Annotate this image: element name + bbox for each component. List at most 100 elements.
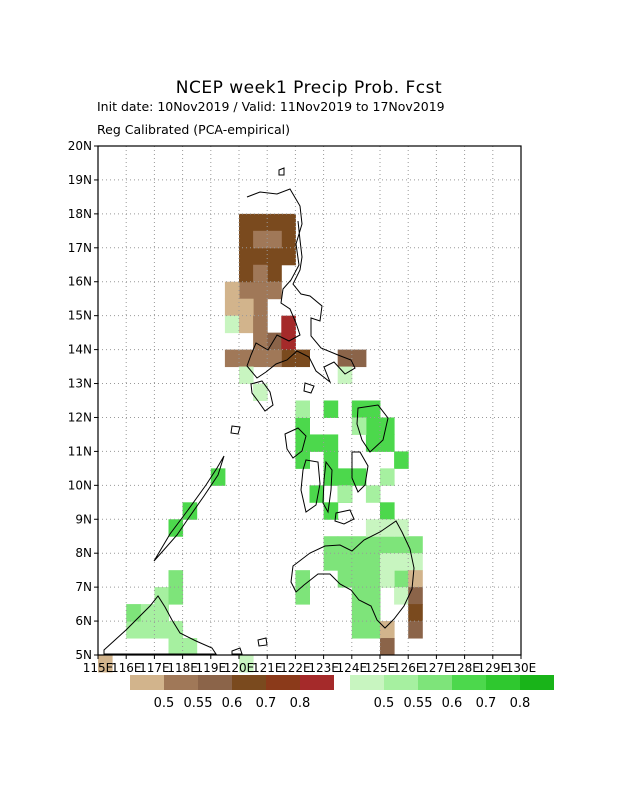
prob-cell bbox=[239, 655, 254, 673]
dry-legend-label: 0.7 bbox=[256, 696, 277, 711]
wet-legend-swatch bbox=[452, 675, 486, 690]
prob-cell bbox=[182, 502, 198, 520]
prob-cell bbox=[154, 587, 169, 605]
prob-cell bbox=[239, 247, 254, 266]
prob-cell bbox=[168, 519, 184, 537]
prob-cell bbox=[140, 621, 155, 639]
prob-cell bbox=[380, 638, 395, 656]
lon-label: 125E bbox=[365, 661, 396, 675]
prob-cell bbox=[408, 621, 423, 639]
prob-cell bbox=[380, 502, 395, 520]
dry-legend-swatch bbox=[266, 675, 300, 690]
prob-cell bbox=[365, 553, 381, 571]
lat-label: 9N bbox=[75, 512, 92, 526]
lon-label: 128E bbox=[449, 661, 480, 675]
prob-cell bbox=[154, 604, 169, 622]
lat-label: 13N bbox=[68, 377, 92, 391]
lat-label: 17N bbox=[68, 241, 92, 255]
init-date-line: Init date: 10Nov2019 / Valid: 11Nov2019 … bbox=[97, 99, 445, 114]
map-frame bbox=[97, 145, 522, 656]
lat-label: 16N bbox=[68, 275, 92, 289]
wet-legend-label: 0.7 bbox=[476, 696, 497, 711]
prob-cell bbox=[126, 604, 141, 622]
wet-legend-swatch bbox=[520, 675, 554, 690]
lon-label: 123E bbox=[308, 661, 339, 675]
prob-cell bbox=[267, 213, 282, 232]
prob-cell bbox=[253, 332, 268, 351]
prob-cell bbox=[295, 570, 310, 588]
prob-cell bbox=[253, 281, 268, 300]
lon-label: 117E bbox=[139, 661, 170, 675]
prob-cell bbox=[394, 536, 409, 554]
prob-cell bbox=[365, 400, 381, 418]
wet-legend-swatch bbox=[384, 675, 418, 690]
prob-cell bbox=[365, 604, 381, 622]
prob-cell bbox=[267, 281, 282, 300]
prob-cell bbox=[239, 281, 254, 300]
prob-cell bbox=[239, 230, 254, 249]
prob-cell bbox=[224, 315, 240, 334]
lat-label: 10N bbox=[68, 478, 92, 492]
lat-label: 12N bbox=[68, 410, 92, 424]
lat-label: 18N bbox=[68, 207, 92, 221]
prob-cell bbox=[168, 587, 184, 605]
longitude-labels: 115E116E117E118E119E120E121E122E123E124E… bbox=[83, 655, 536, 675]
lat-label: 19N bbox=[68, 173, 92, 187]
prob-cell bbox=[365, 570, 381, 588]
wet-legend-swatch bbox=[486, 675, 520, 690]
prob-cell bbox=[295, 587, 310, 605]
prob-cell bbox=[337, 553, 353, 571]
prob-cell bbox=[323, 400, 339, 418]
prob-cell bbox=[365, 417, 381, 435]
prob-cell bbox=[253, 349, 268, 368]
prob-cell bbox=[380, 434, 395, 452]
lon-label: 129E bbox=[478, 661, 509, 675]
lat-label: 5N bbox=[75, 648, 92, 662]
lon-label: 124E bbox=[337, 661, 368, 675]
coastline bbox=[103, 167, 415, 655]
prob-cell bbox=[253, 247, 268, 266]
prob-cell bbox=[408, 570, 423, 588]
prob-cell bbox=[380, 468, 395, 486]
prob-cell bbox=[239, 366, 254, 385]
prob-cell bbox=[323, 451, 339, 469]
latitude-labels: 20N 19N 18N 17N 16N 15N 14N 13N 12N 11N 10N 9N 8N 7N 6… bbox=[68, 139, 98, 662]
prob-cell bbox=[253, 298, 268, 317]
lon-label: 116E bbox=[111, 661, 142, 675]
prob-cell bbox=[126, 621, 141, 639]
prob-cell bbox=[323, 434, 339, 452]
prob-cell bbox=[380, 553, 395, 571]
lon-label: 127E bbox=[421, 661, 452, 675]
lat-label: 11N bbox=[68, 444, 92, 458]
prob-cell bbox=[351, 400, 367, 418]
wet-legend-swatch bbox=[418, 675, 452, 690]
wet-legend-label: 0.55 bbox=[404, 696, 433, 711]
dry-legend-swatch bbox=[130, 675, 164, 690]
method-line: Reg Calibrated (PCA-empirical) bbox=[97, 122, 290, 137]
prob-cell bbox=[394, 570, 409, 588]
prob-cell bbox=[281, 315, 296, 334]
prob-cell bbox=[380, 570, 395, 588]
lon-label: 119E bbox=[196, 661, 227, 675]
prob-cell bbox=[309, 434, 325, 452]
prob-cell bbox=[365, 434, 381, 452]
wet-legend-label: 0.8 bbox=[510, 696, 531, 711]
prob-cell bbox=[365, 587, 381, 605]
lon-label: 122E bbox=[280, 661, 311, 675]
prob-cell bbox=[267, 264, 282, 283]
prob-cell bbox=[309, 485, 325, 503]
prob-cell bbox=[323, 553, 339, 571]
prob-cell bbox=[323, 502, 339, 520]
prob-cell bbox=[365, 536, 381, 554]
lat-label: 20N bbox=[68, 139, 92, 153]
prob-cell bbox=[168, 621, 184, 639]
prob-cell bbox=[239, 315, 254, 334]
dry-legend-swatch bbox=[232, 675, 266, 690]
prob-cell bbox=[295, 434, 310, 452]
prob-cell bbox=[239, 349, 254, 368]
prob-cell bbox=[168, 570, 184, 588]
lon-label: 121E bbox=[252, 661, 283, 675]
prob-cell bbox=[140, 604, 155, 622]
prob-cell bbox=[351, 587, 367, 605]
